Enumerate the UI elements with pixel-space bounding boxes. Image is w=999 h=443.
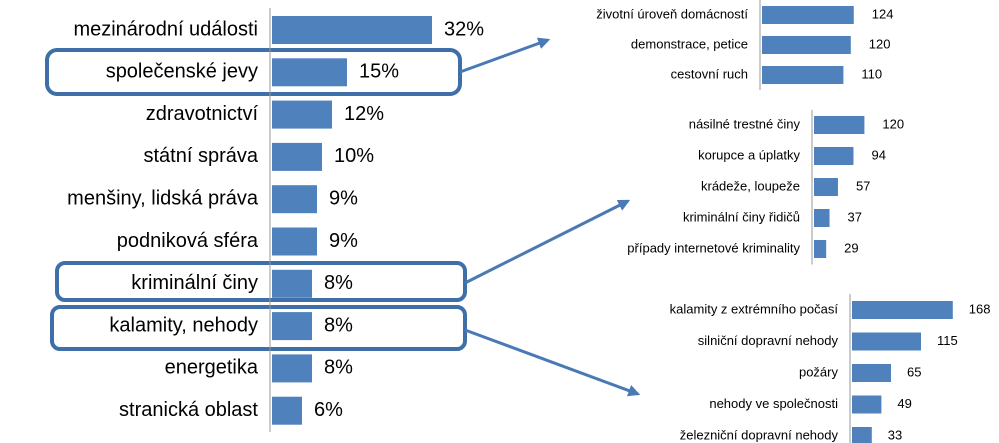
value-label: 57 bbox=[856, 178, 870, 193]
bar bbox=[272, 354, 312, 383]
category-label: železniční dopravní nehody bbox=[680, 427, 839, 442]
bar bbox=[814, 147, 854, 165]
category-label: kriminální činy řidičů bbox=[683, 209, 800, 224]
arrow bbox=[459, 37, 551, 74]
value-label: 8% bbox=[324, 357, 353, 379]
category-label: mezinárodní události bbox=[73, 18, 258, 40]
category-label: kriminální činy bbox=[131, 272, 258, 294]
highlight-box bbox=[55, 261, 467, 302]
bar bbox=[272, 58, 347, 87]
category-label: násilné trestné činy bbox=[689, 116, 801, 131]
category-label: demonstrace, petice bbox=[631, 36, 748, 51]
value-label: 49 bbox=[897, 396, 911, 411]
value-label: 9% bbox=[329, 187, 358, 209]
category-label: korupce a úplatky bbox=[698, 147, 800, 162]
bar bbox=[852, 395, 882, 414]
value-label: 12% bbox=[344, 103, 384, 125]
value-label: 120 bbox=[869, 36, 891, 51]
bar bbox=[852, 332, 921, 351]
category-label: stranická oblast bbox=[119, 399, 258, 421]
highlight-box bbox=[50, 305, 467, 351]
value-label: 110 bbox=[861, 66, 882, 81]
arrows bbox=[459, 37, 641, 397]
category-label: požáry bbox=[799, 364, 839, 379]
arrow bbox=[464, 199, 631, 285]
category-label: energetika bbox=[165, 357, 259, 379]
value-label: 120 bbox=[882, 116, 904, 131]
value-label: 124 bbox=[872, 6, 894, 21]
bar bbox=[272, 396, 302, 425]
category-label: silniční dopravní nehody bbox=[698, 333, 839, 348]
bar bbox=[272, 312, 312, 341]
category-label: krádeže, loupeže bbox=[701, 178, 800, 193]
bar bbox=[814, 116, 865, 134]
value-label: 115 bbox=[937, 333, 958, 348]
value-label: 33 bbox=[888, 427, 902, 442]
category-label: kalamity, nehody bbox=[109, 314, 258, 336]
category-label: společenské jevy bbox=[106, 61, 258, 83]
category-label: menšiny, lidská práva bbox=[67, 187, 259, 209]
bar bbox=[814, 178, 838, 196]
bar bbox=[272, 185, 317, 214]
value-label: 65 bbox=[907, 364, 921, 379]
bar bbox=[762, 36, 851, 54]
bar bbox=[852, 301, 953, 319]
value-label: 15% bbox=[359, 61, 399, 83]
value-label: 94 bbox=[871, 147, 885, 162]
value-label: 10% bbox=[334, 145, 374, 167]
category-label: zdravotnictví bbox=[146, 103, 259, 125]
category-label: státní správa bbox=[143, 145, 258, 167]
value-label: 29 bbox=[844, 240, 858, 255]
value-label: 9% bbox=[329, 230, 358, 252]
category-label: životní úroveň domácností bbox=[596, 6, 748, 21]
bar bbox=[272, 142, 322, 171]
bar bbox=[272, 269, 312, 298]
value-label: 8% bbox=[324, 272, 353, 294]
bar bbox=[762, 66, 844, 84]
bar bbox=[762, 6, 854, 24]
category-label: kalamity z extrémního počasí bbox=[670, 301, 839, 316]
bar bbox=[852, 427, 872, 443]
bar bbox=[272, 227, 317, 256]
category-label: případy internetové kriminality bbox=[627, 240, 800, 255]
category-label: nehody ve společnosti bbox=[709, 396, 838, 411]
bar bbox=[814, 240, 827, 258]
value-label: 168 bbox=[969, 301, 991, 316]
value-label: 37 bbox=[848, 209, 862, 224]
bar bbox=[814, 209, 830, 227]
category-label: cestovní ruch bbox=[671, 66, 748, 81]
value-label: 32% bbox=[444, 18, 484, 40]
arrow bbox=[464, 328, 641, 397]
value-label: 8% bbox=[324, 314, 353, 336]
bar bbox=[272, 16, 432, 44]
value-label: 6% bbox=[314, 399, 343, 421]
bar bbox=[272, 100, 332, 129]
category-label: podniková sféra bbox=[117, 230, 259, 252]
bar bbox=[852, 364, 891, 382]
